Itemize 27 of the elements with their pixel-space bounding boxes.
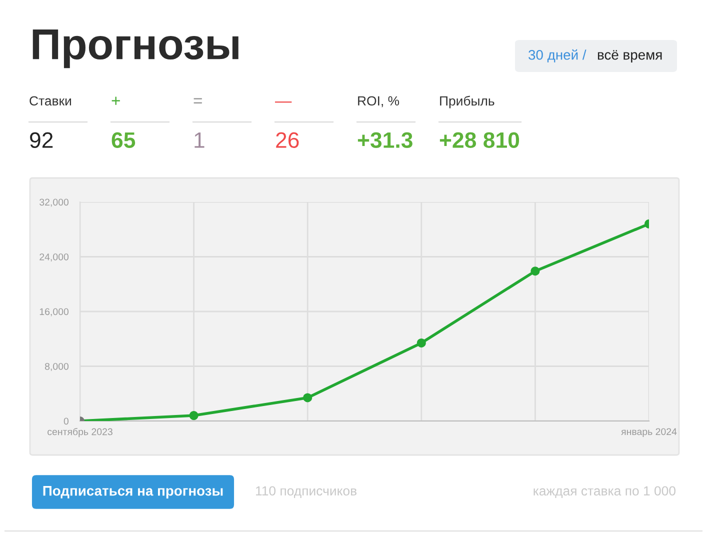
y-tick-label: 8,000 [44,362,69,372]
text: + [112,96,120,105]
text: Ставки [30,96,71,106]
text: всё время [598,50,662,62]
point [530,266,540,276]
text: 1 [194,132,204,148]
text: 92 [30,132,53,148]
text: +28 810 [440,132,520,148]
text: — [275,102,292,103]
text: 30 дней / [528,49,586,62]
y-tick-label: 32,000 [40,198,69,207]
text: Подписаться на прогнозы [43,486,223,498]
text: +31.3 [358,132,412,148]
y-tick-label: 16,000 [40,308,69,316]
text: Прибыль [440,96,494,108]
point [303,393,312,402]
chart-title: Прогнозы [32,30,238,68]
point [189,411,198,420]
y-tick-label: 0 [64,418,69,425]
text: = [194,98,202,104]
x-tick-label: сентябрь 2023 [48,428,112,438]
y-tick-label: 24,000 [40,253,69,262]
text: 65 [112,132,136,148]
text: 26 [276,132,299,148]
point [416,338,426,348]
x-tick-label: январь 2024 [621,428,677,438]
text: ROI, % [358,96,400,108]
